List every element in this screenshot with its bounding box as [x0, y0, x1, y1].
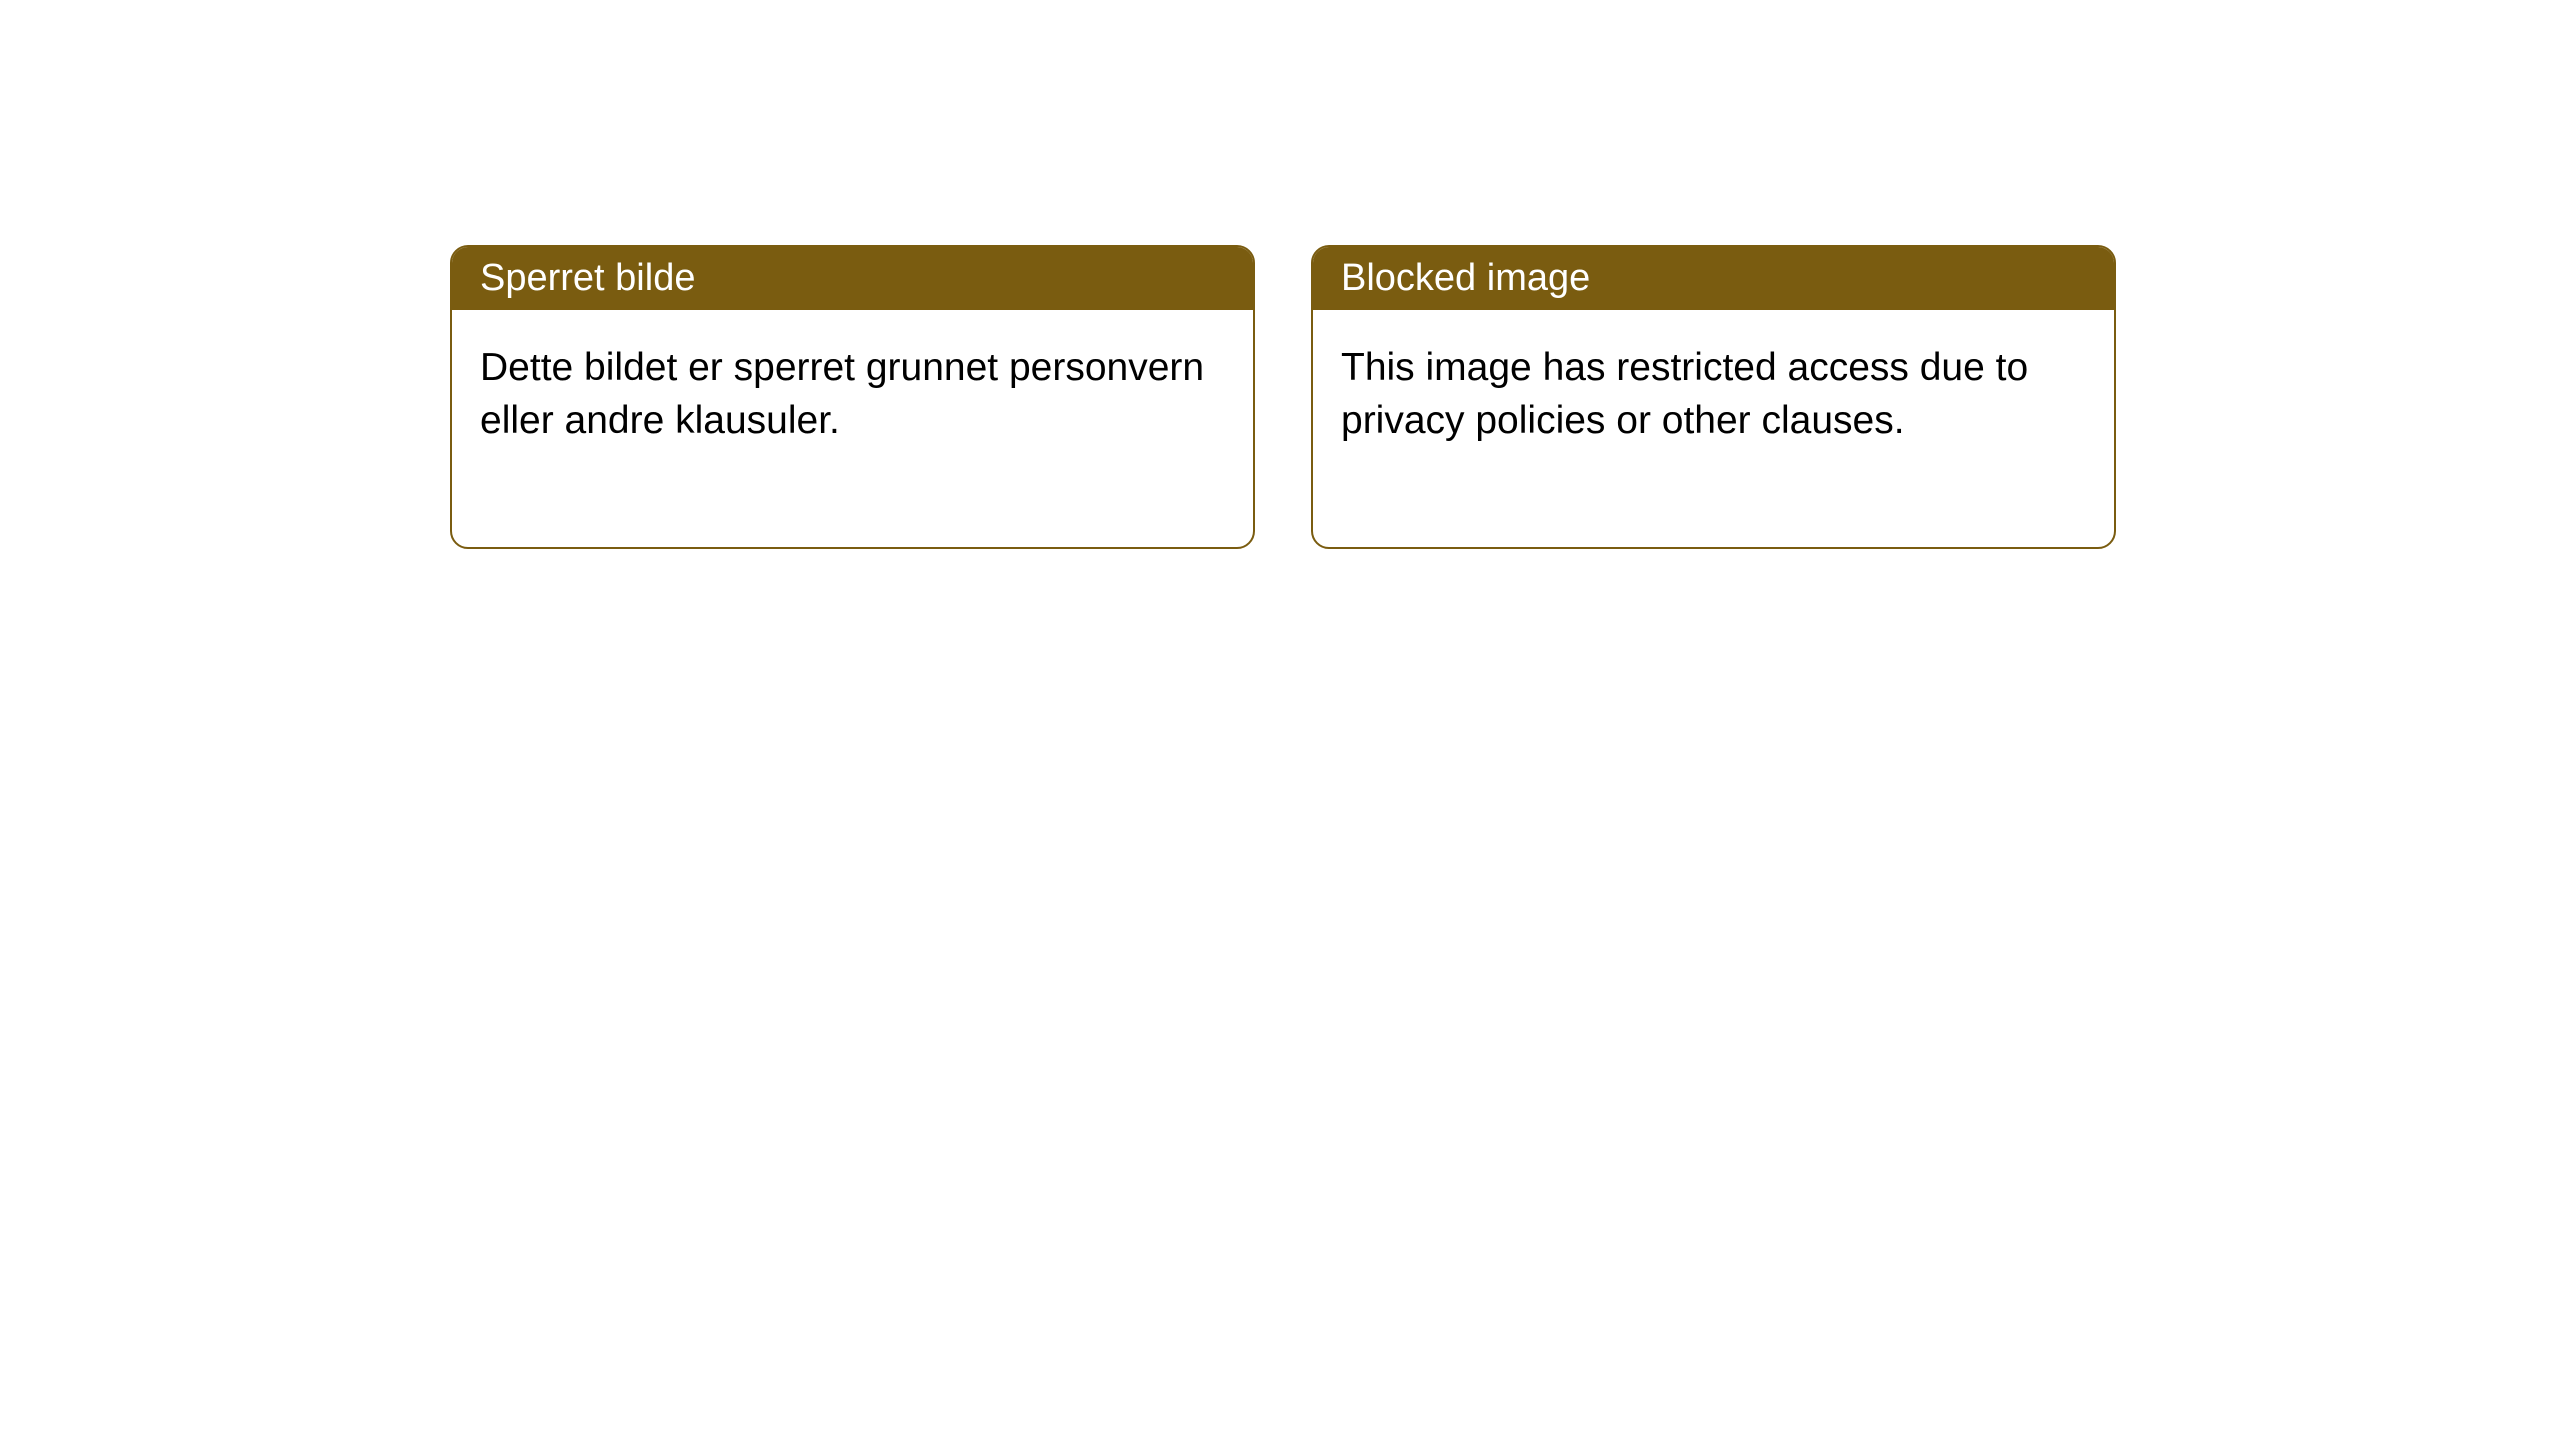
- notice-card-no: Sperret bilde Dette bildet er sperret gr…: [450, 245, 1255, 549]
- notice-card-no-body: Dette bildet er sperret grunnet personve…: [452, 310, 1253, 547]
- notice-card-no-header: Sperret bilde: [452, 247, 1253, 310]
- notice-card-en-header: Blocked image: [1313, 247, 2114, 310]
- notice-card-en-body: This image has restricted access due to …: [1313, 310, 2114, 547]
- notice-container: Sperret bilde Dette bildet er sperret gr…: [450, 245, 2116, 549]
- notice-card-en: Blocked image This image has restricted …: [1311, 245, 2116, 549]
